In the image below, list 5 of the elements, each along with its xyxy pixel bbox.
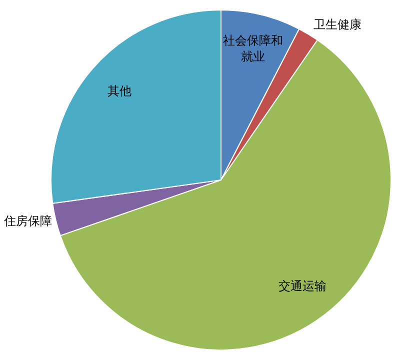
slice-label: 住房保障 (3, 214, 52, 228)
slice-label: 社会保障和就业 (222, 34, 283, 64)
slice-label: 其他 (108, 84, 132, 98)
slice-label: 卫生健康 (314, 18, 362, 32)
slice-label: 交通运输 (278, 279, 326, 294)
